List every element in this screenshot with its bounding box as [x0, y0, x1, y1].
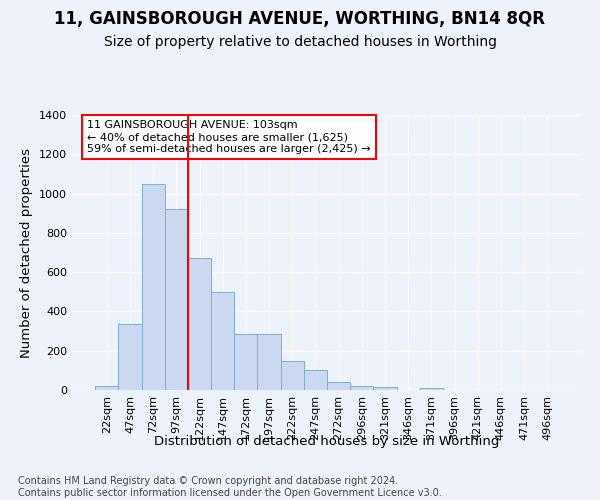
Bar	[350, 386, 373, 390]
Bar	[420, 388, 443, 390]
Bar	[142, 184, 165, 390]
Bar	[257, 334, 281, 390]
Bar	[304, 370, 327, 390]
Bar	[165, 210, 188, 390]
Text: Contains HM Land Registry data © Crown copyright and database right 2024.
Contai: Contains HM Land Registry data © Crown c…	[18, 476, 442, 498]
Bar	[95, 386, 118, 390]
Bar	[211, 292, 234, 390]
Bar	[327, 382, 350, 390]
Bar	[373, 387, 397, 390]
Text: Size of property relative to detached houses in Worthing: Size of property relative to detached ho…	[104, 35, 497, 49]
Text: Distribution of detached houses by size in Worthing: Distribution of detached houses by size …	[154, 435, 500, 448]
Text: 11, GAINSBOROUGH AVENUE, WORTHING, BN14 8QR: 11, GAINSBOROUGH AVENUE, WORTHING, BN14 …	[55, 10, 545, 28]
Bar	[118, 324, 142, 390]
Text: 11 GAINSBOROUGH AVENUE: 103sqm
← 40% of detached houses are smaller (1,625)
59% : 11 GAINSBOROUGH AVENUE: 103sqm ← 40% of …	[88, 120, 371, 154]
Bar	[234, 334, 257, 390]
Y-axis label: Number of detached properties: Number of detached properties	[20, 148, 34, 358]
Bar	[281, 360, 304, 390]
Bar	[188, 258, 211, 390]
